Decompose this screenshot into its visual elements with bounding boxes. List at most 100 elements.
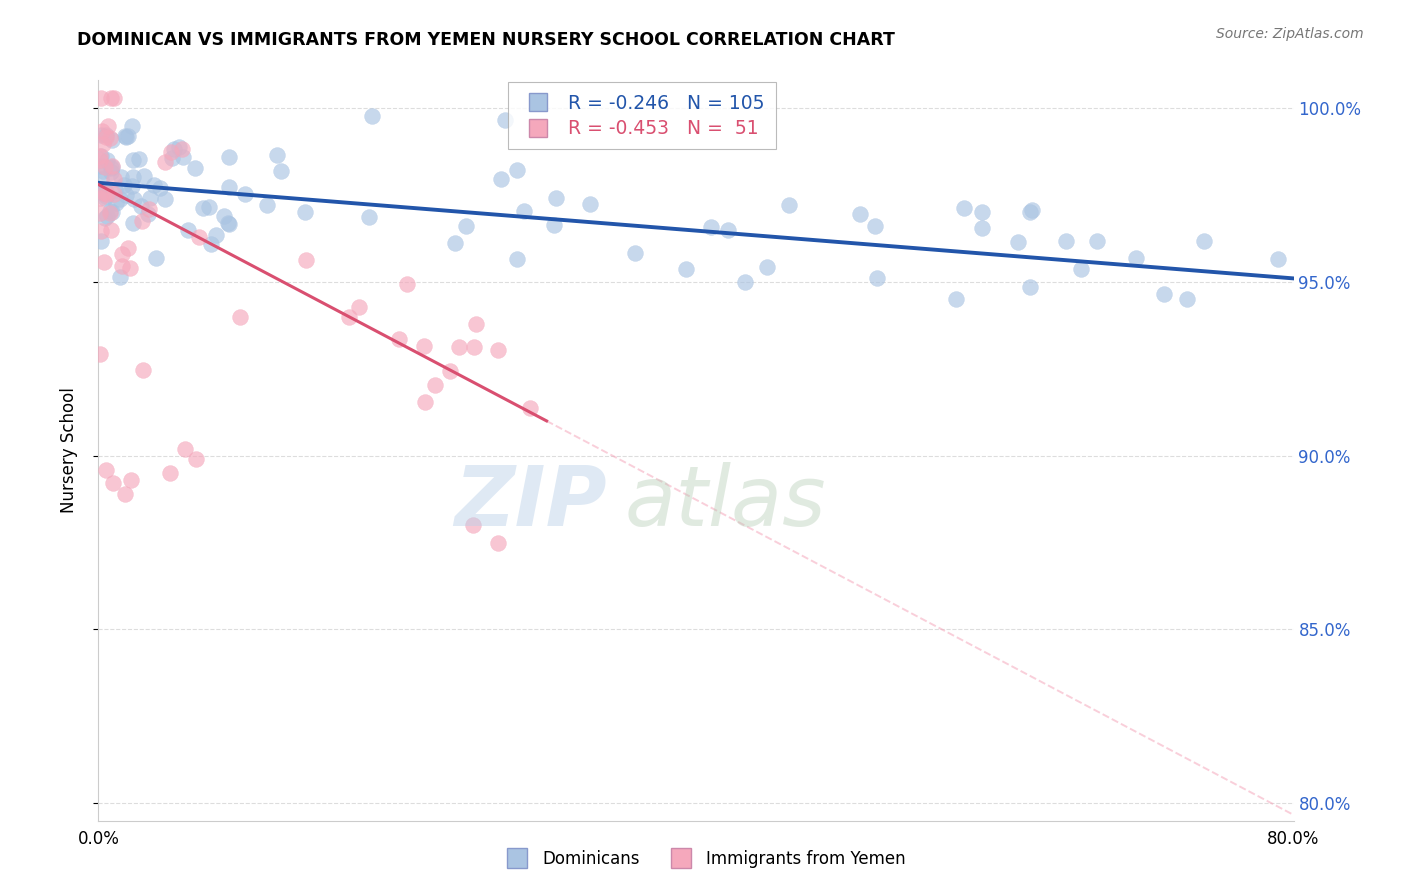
Point [849,207,872,221]
Point [169,140,191,154]
Point [100,223,122,237]
Point [734,275,756,289]
Point [121,153,143,167]
Point [295,252,318,267]
Point [717,223,740,237]
Point [1153,287,1175,301]
Point [138,191,160,205]
Point [93,186,115,201]
Point [122,193,145,207]
Point [1019,280,1042,294]
Point [1054,234,1077,248]
Point [489,171,512,186]
Point [149,180,172,194]
Point [294,204,316,219]
Point [91,185,114,199]
Point [177,223,200,237]
Point [214,209,236,223]
Point [756,260,779,274]
Point [94,160,117,174]
Point [143,178,166,192]
Point [114,129,136,144]
Point [97,120,120,134]
Point [357,210,380,224]
Point [463,340,485,354]
Point [159,466,181,480]
Point [218,180,240,194]
Text: atlas: atlas [624,462,825,543]
Point [145,251,167,265]
Point [218,217,240,231]
Point [778,198,800,212]
Point [456,219,478,233]
Point [131,214,153,228]
Point [100,165,122,179]
Point [217,216,239,230]
Point [115,188,138,202]
Point [100,161,122,175]
Point [543,218,565,232]
Point [114,129,136,144]
Point [184,452,207,467]
Point [103,171,125,186]
Point [486,535,509,549]
Point [117,129,139,144]
Point [89,153,111,167]
Point [94,462,117,476]
Point [461,518,484,533]
Point [439,364,461,378]
Point [104,183,127,197]
Text: Source: ZipAtlas.com: Source: ZipAtlas.com [1216,27,1364,41]
Point [93,186,115,200]
Point [90,159,112,173]
Point [101,204,124,219]
Point [121,120,143,134]
Point [229,310,252,325]
Point [101,161,124,175]
Point [413,394,436,409]
Point [110,259,132,273]
Point [675,262,697,277]
Point [172,151,194,165]
Point [1125,251,1147,265]
Point [114,487,136,501]
Point [94,189,117,203]
Point [1070,261,1092,276]
Point [121,169,143,184]
Point [100,90,122,104]
Point [494,113,516,128]
Point [952,201,974,215]
Legend: R = -0.246   N = 105, R = -0.453   N =  51: R = -0.246 N = 105, R = -0.453 N = 51 [509,82,776,149]
Point [94,186,117,200]
Point [94,191,117,205]
Point [1085,234,1108,248]
Point [184,161,207,175]
Point [90,90,112,104]
Point [388,332,411,346]
Point [96,153,118,168]
Text: DOMINICAN VS IMMIGRANTS FROM YEMEN NURSERY SCHOOL CORRELATION CHART: DOMINICAN VS IMMIGRANTS FROM YEMEN NURSE… [77,31,896,49]
Text: ZIP: ZIP [454,462,606,543]
Point [970,205,993,219]
Point [111,247,134,261]
Point [486,343,509,357]
Y-axis label: Nursery School: Nursery School [59,387,77,514]
Point [90,123,112,137]
Point [103,90,125,104]
Point [162,142,184,156]
Point [160,145,183,160]
Point [339,310,361,325]
Point [121,179,143,194]
Point [120,473,142,487]
Point [1192,234,1215,248]
Point [108,192,131,206]
Point [1019,205,1042,219]
Point [447,340,470,354]
Point [90,172,112,186]
Point [90,149,112,163]
Point [174,442,197,456]
Point [162,151,184,165]
Point [112,178,135,193]
Point [90,234,112,248]
Point [89,148,111,162]
